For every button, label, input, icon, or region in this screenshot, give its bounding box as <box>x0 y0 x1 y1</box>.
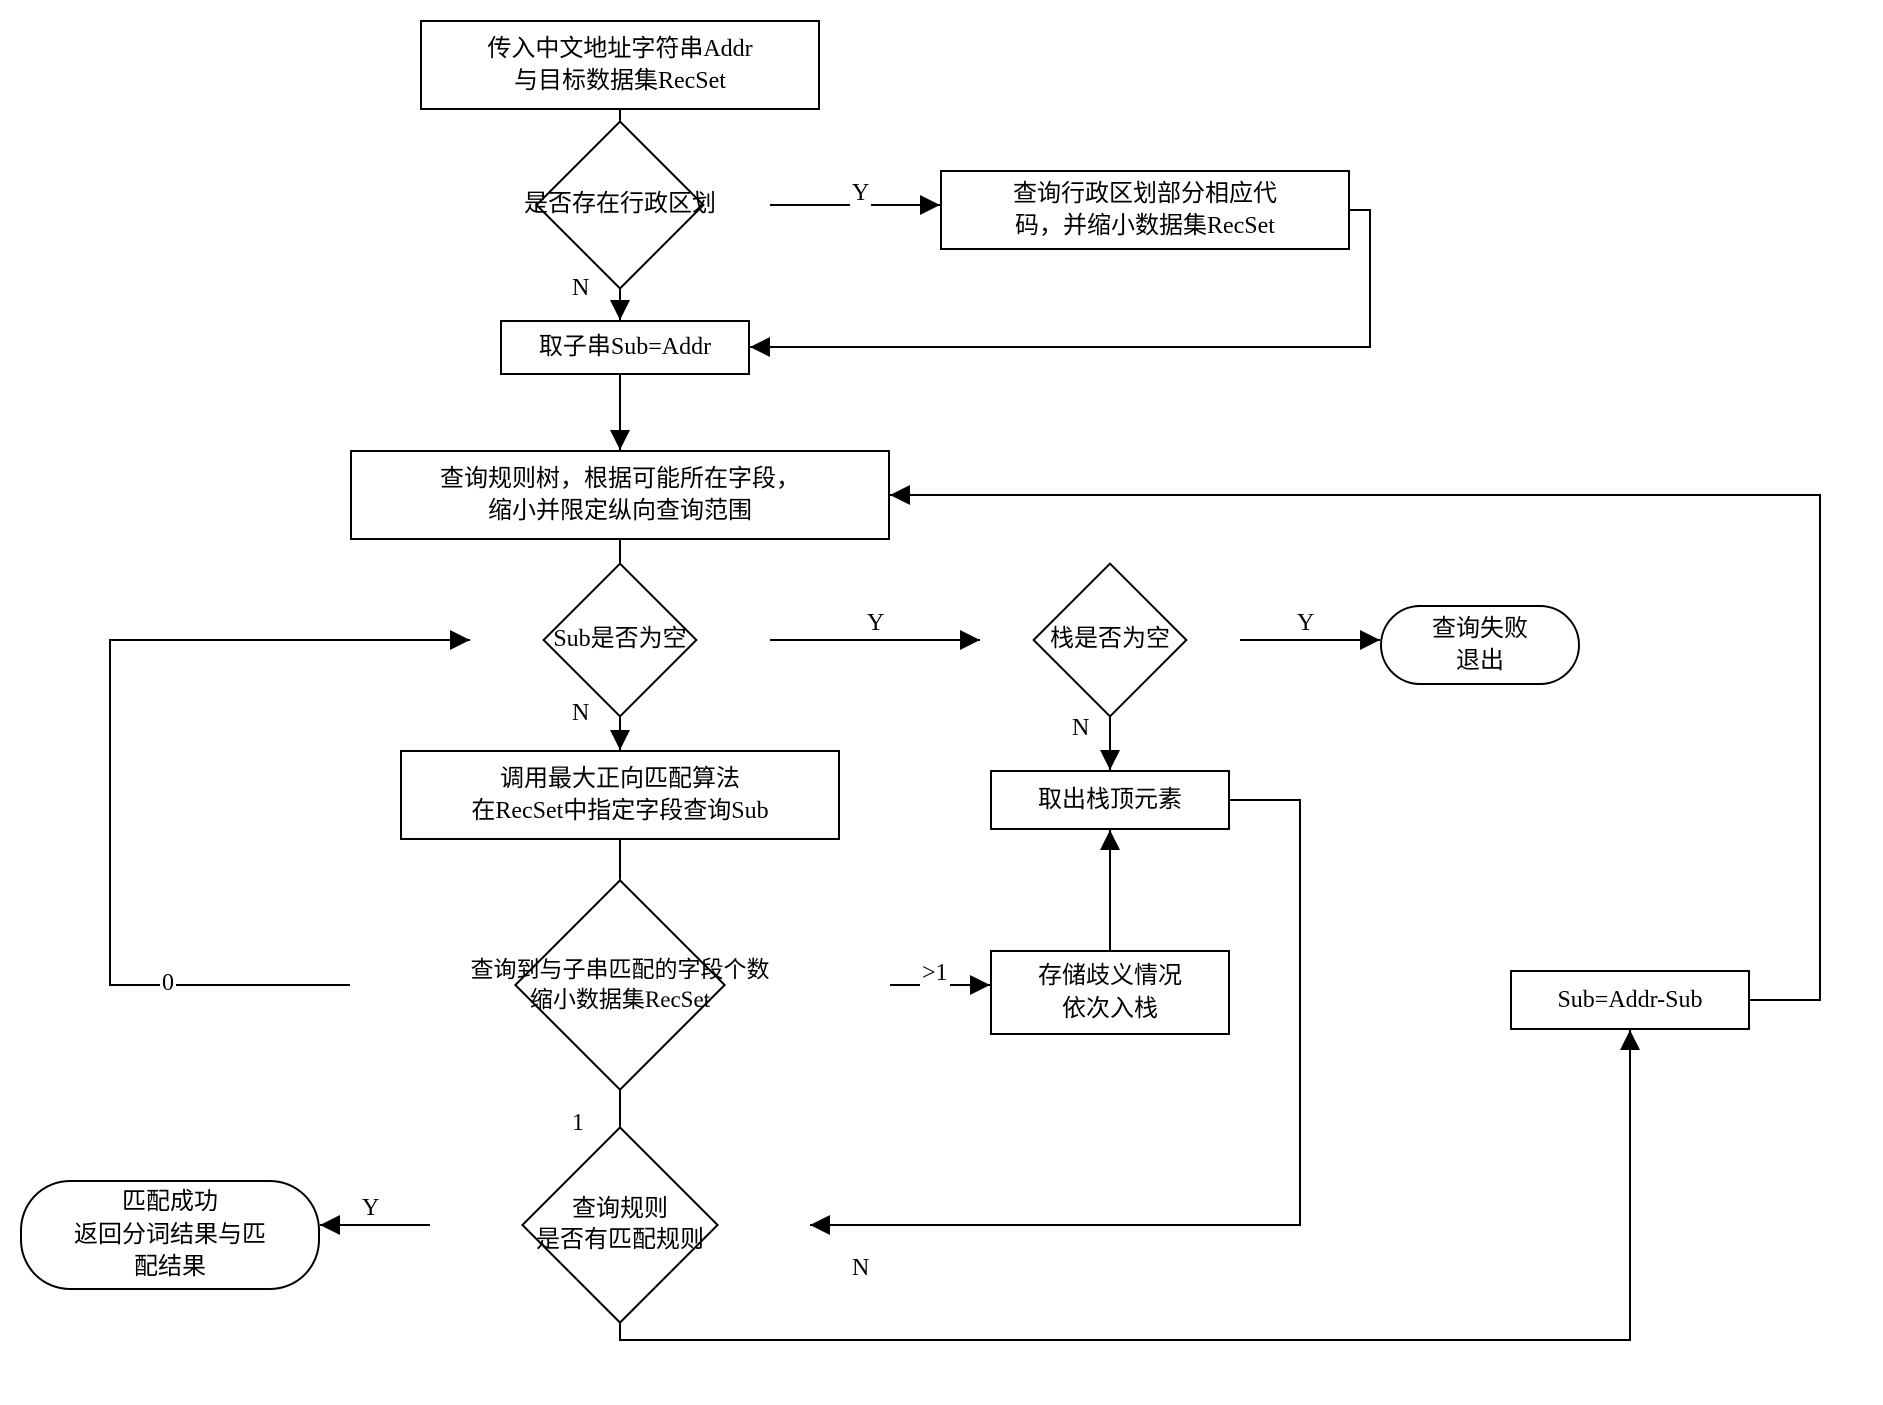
edge-label-y1: Y <box>850 180 871 207</box>
edge-label-0: 0 <box>160 970 176 997</box>
edge-label-y3: Y <box>1295 610 1316 637</box>
node-forward-match: 调用最大正向匹配算法在RecSet中指定字段查询Sub <box>400 750 840 840</box>
edge-label-n2: N <box>570 700 591 727</box>
node-rule-tree: 查询规则树，根据可能所在字段，缩小并限定纵向查询范围 <box>350 450 890 540</box>
terminal-fail: 查询失败退出 <box>1380 605 1580 685</box>
edge-label-n1: N <box>570 275 591 302</box>
edge-label-gt1: >1 <box>920 960 950 987</box>
edge-label-n3: N <box>1070 715 1091 742</box>
edge-label-1: 1 <box>570 1110 586 1137</box>
decision-stack-empty: 栈是否为空 <box>980 600 1240 680</box>
decision-rule-match: 查询规则是否有匹配规则 <box>430 1170 810 1280</box>
edge-label-y4: Y <box>360 1195 381 1222</box>
node-pop-stack: 取出栈顶元素 <box>990 770 1230 830</box>
terminal-success: 匹配成功返回分词结果与匹配结果 <box>20 1180 320 1290</box>
node-substring: 取子串Sub=Addr <box>500 320 750 375</box>
node-start: 传入中文地址字符串Addr与目标数据集RecSet <box>420 20 820 110</box>
edge-label-y2: Y <box>865 610 886 637</box>
decision-match-count: 查询到与子串匹配的字段个数缩小数据集RecSet <box>350 930 890 1040</box>
node-push-stack: 存储歧义情况依次入栈 <box>990 950 1230 1035</box>
decision-sub-empty: Sub是否为空 <box>470 600 770 680</box>
edge-label-n4: N <box>850 1255 871 1282</box>
decision-admin-exists: 是否存在行政区划 <box>470 160 770 250</box>
node-query-admin: 查询行政区划部分相应代码，并缩小数据集RecSet <box>940 170 1350 250</box>
node-sub-addr: Sub=Addr-Sub <box>1510 970 1750 1030</box>
